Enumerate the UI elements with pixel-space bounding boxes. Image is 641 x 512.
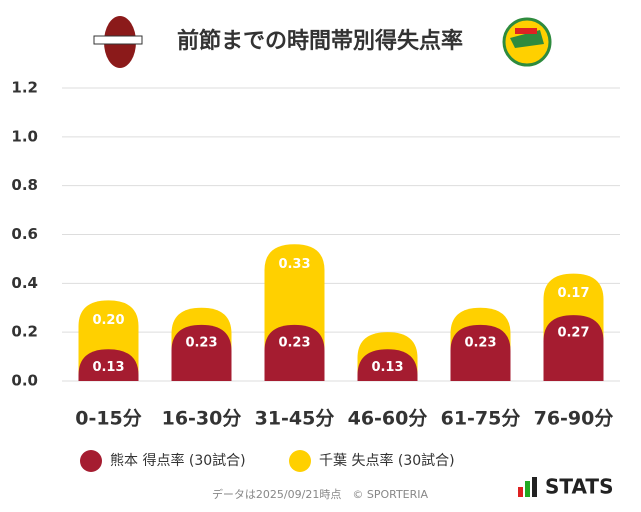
legend-label: 熊本 得点率 (30試合) [110,452,246,469]
y-tick-label: 1.2 [11,79,38,97]
bar-segment [171,324,232,381]
x-tick-label: 76-90分 [534,408,614,430]
x-tick-label: 61-75分 [441,408,521,430]
x-tick-label: 46-60分 [348,408,428,430]
y-tick-label: 0.4 [11,274,38,292]
home-logo [93,16,143,68]
bar-segment [450,324,511,381]
y-tick-label: 1.0 [11,127,38,145]
legend-label: 千葉 失点率 (30試合) [319,452,455,469]
bar-segment [357,349,418,381]
value-label: 0.13 [371,360,403,375]
value-label: 0.23 [464,335,496,350]
x-tick-label: 16-30分 [162,408,242,430]
legend-swatch [289,450,311,472]
value-label: 0.13 [92,360,124,375]
bar-segment [264,244,325,351]
away-logo [502,17,552,67]
chart-title: 前節までの時間帯別得失点率 [177,28,463,54]
bar-segment [543,315,604,381]
value-label: 0.27 [557,326,589,341]
value-label: 0.17 [557,286,589,301]
value-label: 0.23 [185,335,217,350]
y-tick-label: 0.8 [11,176,38,194]
y-tick-label: 0.6 [11,225,38,243]
y-tick-label: 0.0 [11,372,38,390]
x-tick-label: 31-45分 [255,408,335,430]
y-tick-label: 0.2 [11,323,38,341]
footer: データは2025/09/21時点 © SPORTERIA [212,487,429,501]
brand: STATS [545,475,613,499]
x-tick-label: 0-15分 [75,408,142,430]
bar-segment [78,349,139,381]
value-label: 0.33 [278,257,310,272]
brand-logo [518,477,537,497]
legend-swatch [80,450,102,472]
value-label: 0.20 [92,313,124,328]
bar-segment [264,324,325,381]
value-label: 0.23 [278,335,310,350]
